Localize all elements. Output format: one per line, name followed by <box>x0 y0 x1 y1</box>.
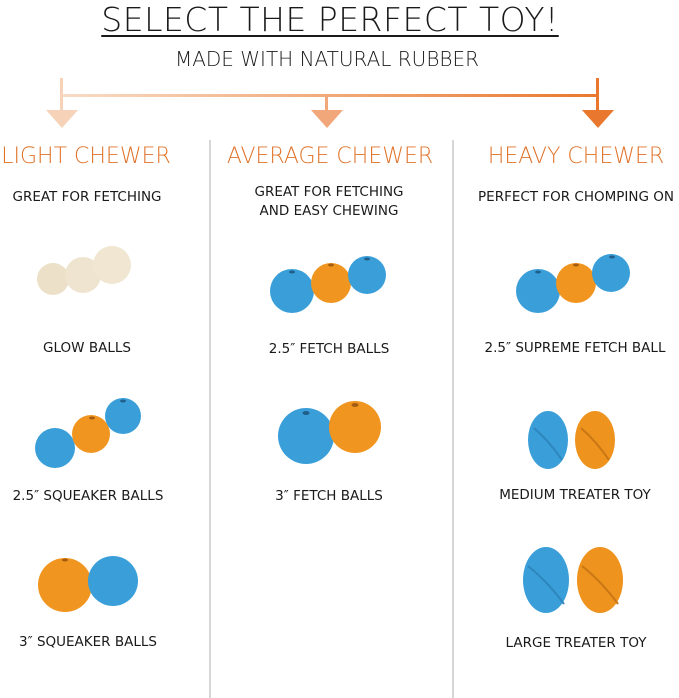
description-light-chewer: GREAT FOR FETCHING <box>12 189 162 205</box>
arrow-average-icon <box>311 110 343 128</box>
product-label: 2.5″ SUPREME FETCH BALL <box>484 340 666 356</box>
supreme-fetch-ball-image <box>516 254 630 313</box>
subtitle: MADE WITH NATURAL RUBBER <box>174 47 480 71</box>
product-label: 3″ SQUEAKER BALLS <box>19 634 157 650</box>
scale-line <box>60 94 599 97</box>
3in-squeaker-balls-image <box>38 556 138 612</box>
heading-light-chewer: LIGHT CHEWER <box>1 144 171 169</box>
description-line: AND EASY CHEWING <box>259 203 399 219</box>
description-line: GREAT FOR FETCHING <box>254 184 404 200</box>
scale-stem-mid <box>325 95 328 111</box>
product-label: MEDIUM TREATER TOY <box>499 487 651 503</box>
product-label: LARGE TREATER TOY <box>505 635 647 651</box>
arrow-heavy-icon <box>582 110 614 128</box>
description-average-chewer: GREAT FOR FETCHING AND EASY CHEWING <box>254 183 403 221</box>
squeaker-balls-image <box>35 398 141 468</box>
arrow-light-icon <box>46 110 78 128</box>
glow-balls-image <box>37 246 131 295</box>
chewer-scale-arrow <box>46 78 614 128</box>
3in-fetch-balls-image <box>278 401 381 464</box>
scale-stem-right <box>596 78 599 112</box>
heading-average-chewer: AVERAGE CHEWER <box>226 144 434 169</box>
product-label: 3″ FETCH BALLS <box>275 488 383 504</box>
column-divider <box>209 140 211 698</box>
heading-heavy-chewer: HEAVY CHEWER <box>487 144 665 169</box>
product-label: 2.5″ SQUEAKER BALLS <box>12 488 164 504</box>
medium-treater-toy-image <box>528 411 615 469</box>
column-divider <box>452 140 454 698</box>
product-label: GLOW BALLS <box>43 340 131 356</box>
large-treater-toy-image <box>523 547 623 613</box>
scale-stem-left <box>60 78 63 112</box>
product-label: 2.5″ FETCH BALLS <box>268 341 390 357</box>
fetch-balls-image <box>270 256 386 313</box>
page-title: SELECT THE PERFECT TOY! <box>101 0 559 39</box>
description-heavy-chewer: PERFECT FOR CHOMPING ON <box>478 189 674 205</box>
